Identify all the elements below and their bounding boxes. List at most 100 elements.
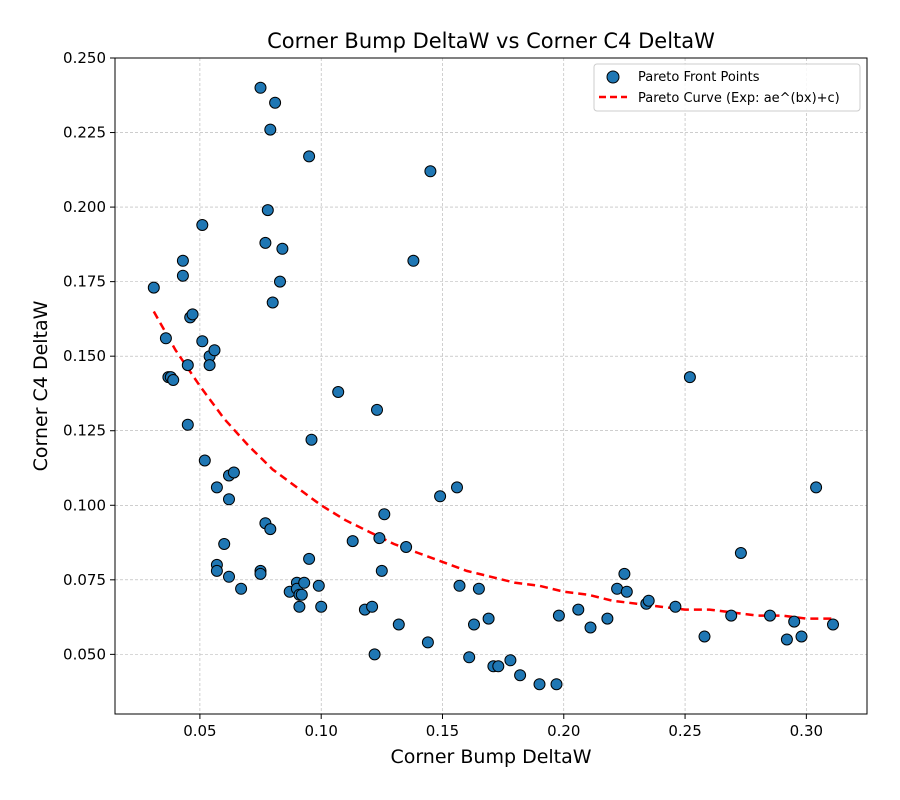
y-axis-ticks: 0.050 0.075 0.100 0.125 0.150 0.175 0.200 0.225…	[63, 49, 115, 663]
pareto-point	[332, 386, 345, 398]
pareto-point	[223, 493, 235, 506]
pareto-point	[264, 123, 277, 136]
pareto-point	[601, 612, 614, 625]
pareto-point	[210, 564, 223, 577]
pareto-point	[315, 600, 328, 613]
pareto-point	[552, 609, 565, 622]
y-tick-label: 0.200	[63, 198, 106, 216]
pareto-point	[669, 600, 682, 613]
pareto-point	[698, 630, 711, 643]
legend-box	[593, 63, 861, 112]
pareto-point	[795, 630, 808, 643]
y-tick-label: 0.100	[63, 496, 106, 514]
y-tick-label: 0.125	[63, 422, 106, 440]
legend-label-curve: Pareto Curve (Exp: ae^(bx)+c)	[638, 91, 840, 106]
pareto-point	[298, 576, 311, 589]
pareto-point	[780, 633, 793, 646]
pareto-point	[223, 570, 235, 583]
pareto-point	[303, 552, 316, 565]
y-axis-title: Corner C4 DeltaW	[30, 300, 52, 471]
pareto-point	[259, 236, 272, 249]
pareto-point	[550, 678, 563, 691]
pareto-point	[764, 609, 776, 622]
pareto-point	[269, 96, 282, 109]
pareto-point	[312, 579, 325, 592]
pareto-point	[392, 618, 405, 631]
pareto-point	[620, 585, 633, 598]
pareto-point	[210, 481, 223, 494]
pareto-point	[572, 603, 585, 616]
pareto-point	[472, 582, 485, 595]
pareto-point	[424, 165, 437, 178]
pareto-point	[274, 275, 286, 288]
legend: Pareto Front Points Pareto Curve (Exp: a…	[593, 63, 861, 112]
pareto-point	[176, 269, 189, 282]
pareto-point	[147, 281, 160, 294]
x-tick-label: 0.10	[304, 722, 337, 740]
pareto-point	[181, 418, 194, 431]
y-tick-label: 0.175	[63, 273, 106, 291]
pareto-point	[375, 564, 388, 577]
pareto-point	[261, 204, 274, 217]
y-tick-label: 0.250	[63, 49, 106, 67]
legend-marker-points	[606, 70, 620, 84]
pareto-point	[533, 678, 546, 691]
pareto-curve-line	[152, 310, 833, 620]
x-tick-label: 0.20	[547, 722, 580, 740]
pareto-point	[218, 538, 231, 550]
pareto-point	[264, 523, 277, 536]
pareto-point	[725, 609, 738, 622]
pareto-point	[504, 654, 517, 667]
pareto-point	[203, 359, 216, 372]
pareto-point	[186, 308, 199, 321]
pareto-point	[303, 150, 316, 163]
pareto-point	[434, 490, 447, 503]
pareto-point	[378, 508, 391, 521]
pareto-point	[227, 466, 240, 479]
pareto-point	[827, 618, 839, 631]
pareto-point	[451, 481, 463, 494]
y-tick-label: 0.075	[63, 571, 106, 589]
pareto-point	[468, 618, 480, 631]
pareto-point	[810, 481, 823, 494]
pareto-point	[463, 651, 476, 664]
y-tick-label: 0.150	[63, 347, 106, 365]
pareto-point	[276, 242, 289, 255]
pareto-point	[198, 454, 211, 467]
curve-layer	[152, 310, 833, 620]
plot-area-frame	[114, 57, 868, 715]
chart-title: Corner Bump DeltaW vs Corner C4 DeltaW	[267, 29, 715, 53]
points-layer	[147, 81, 839, 691]
pareto-point	[235, 582, 248, 595]
pareto-point	[421, 636, 434, 649]
pareto-point	[734, 547, 747, 559]
y-tick-label: 0.050	[63, 645, 106, 663]
pareto-point	[159, 332, 172, 345]
pareto-point	[373, 532, 386, 545]
pareto-point	[181, 359, 194, 372]
pareto-point	[482, 612, 495, 625]
y-tick-label: 0.225	[63, 124, 106, 142]
pareto-point	[266, 296, 279, 309]
pareto-point	[305, 433, 318, 446]
pareto-point	[642, 594, 655, 607]
pareto-point	[167, 374, 180, 386]
pareto-point	[196, 335, 209, 348]
pareto-point	[295, 588, 308, 601]
pareto-point	[366, 600, 379, 613]
pareto-point	[514, 669, 527, 682]
pareto-point	[254, 567, 267, 580]
x-tick-label: 0.25	[668, 722, 701, 740]
pareto-point	[346, 535, 359, 548]
pareto-point	[683, 371, 696, 384]
pareto-point	[208, 344, 221, 357]
pareto-point	[453, 579, 466, 592]
pareto-point	[254, 81, 267, 94]
pareto-point	[176, 254, 189, 267]
pareto-point	[618, 567, 631, 580]
pareto-point	[293, 600, 306, 613]
x-tick-label: 0.05	[183, 722, 216, 740]
pareto-point	[584, 621, 597, 634]
legend-label-points: Pareto Front Points	[638, 70, 760, 85]
